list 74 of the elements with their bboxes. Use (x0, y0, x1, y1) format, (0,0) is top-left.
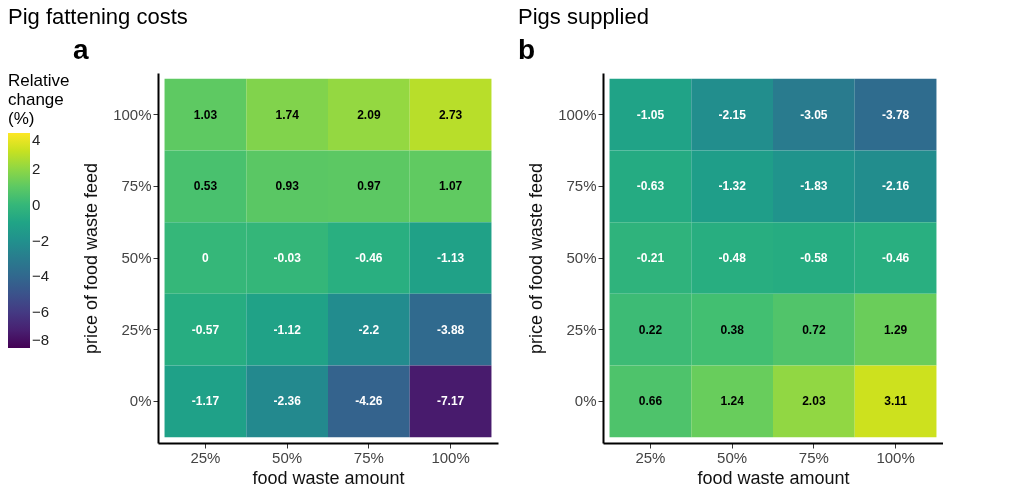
y-axis-title: price of food waste feed (526, 162, 547, 355)
chart-title: Pigs supplied (518, 4, 649, 29)
data-label: -1.17 (191, 394, 220, 409)
data-label: 0.38 (720, 322, 745, 337)
data-label: 0.22 (638, 322, 663, 337)
data-label: -3.05 (800, 107, 828, 122)
data-label: -1.32 (718, 179, 747, 194)
data-label: -0.46 (355, 251, 383, 265)
y-tick-label: 0% (129, 392, 152, 410)
text: a (73, 34, 89, 65)
data-label: 0.72 (802, 322, 826, 337)
data-label: 0.53 (193, 179, 218, 194)
data-label: -2.2 (358, 322, 380, 337)
data-label: -2.15 (718, 107, 747, 122)
data-label: -0.57 (191, 322, 220, 337)
x-axis-title: food waste amount (697, 467, 850, 487)
data-label: -1.13 (436, 251, 465, 265)
data-label: -3.78 (881, 107, 910, 122)
color-bar-label: 0 (32, 195, 41, 213)
data-label: -3.88 (436, 322, 465, 337)
data-label: 2.03 (802, 394, 826, 409)
x-tick-label: 50% (717, 448, 748, 466)
data-label: 2.09 (357, 107, 381, 122)
data-label: -0.48 (718, 251, 747, 265)
color-bar-label: −4 (32, 267, 50, 285)
data-label: 1.03 (193, 107, 218, 122)
data-label: -1.12 (273, 322, 302, 337)
color-bar-label: 4 (32, 131, 41, 148)
color-bar-label: −2 (32, 231, 50, 249)
legend-title: Relative change (%) (8, 71, 70, 128)
data-label: -2.16 (881, 179, 910, 194)
y-tick-label: 25% (566, 320, 597, 338)
data-label: 0.97 (357, 179, 381, 194)
data-label: 1.74 (275, 107, 300, 122)
color-bar-label: −8 (32, 331, 50, 348)
data-label: -2.36 (273, 394, 302, 409)
data-label: 0.93 (275, 179, 300, 194)
y-axis-title: price of food waste feed (81, 162, 102, 355)
data-label: -0.46 (881, 251, 910, 265)
data-label: -0.58 (800, 251, 828, 265)
x-tick-label: 25% (190, 448, 221, 466)
data-label: 1.29 (883, 322, 908, 337)
x-axis-title: food waste amount (252, 467, 405, 487)
x-tick-label: 100% (876, 448, 915, 466)
data-label: -1.83 (800, 179, 828, 194)
y-tick-label: 75% (121, 177, 152, 195)
x-tick-label: 75% (353, 448, 384, 466)
y-tick-label: 75% (566, 177, 597, 195)
data-label: 1.24 (720, 394, 745, 409)
data-label: 1.07 (438, 179, 463, 194)
data-label: 2.73 (438, 107, 463, 122)
chart-title: Pig fattening costs (8, 4, 188, 29)
data-label: -4.26 (355, 394, 383, 409)
x-tick-label: 75% (798, 448, 829, 466)
data-label: -7.17 (436, 394, 465, 409)
color-bar-label: 2 (32, 159, 41, 177)
data-label: 0.66 (638, 394, 663, 409)
data-label: -1.05 (636, 107, 665, 122)
y-tick-label: 0% (574, 392, 597, 410)
x-tick-label: 25% (635, 448, 666, 466)
data-label: 0 (202, 251, 210, 265)
y-tick-label: 100% (558, 105, 597, 123)
data-label: -0.03 (273, 251, 302, 265)
y-tick-label: 100% (113, 105, 152, 123)
y-tick-label: 25% (121, 320, 152, 338)
data-label: -0.63 (636, 179, 665, 194)
y-tick-label: 50% (121, 249, 152, 266)
y-tick-label: 50% (566, 249, 597, 266)
data-label: -0.21 (636, 251, 665, 265)
x-tick-label: 50% (272, 448, 303, 466)
text: b (518, 34, 536, 65)
data-label: 3.11 (884, 394, 908, 409)
color-bar-label: −6 (32, 303, 50, 321)
x-tick-label: 100% (431, 448, 470, 466)
